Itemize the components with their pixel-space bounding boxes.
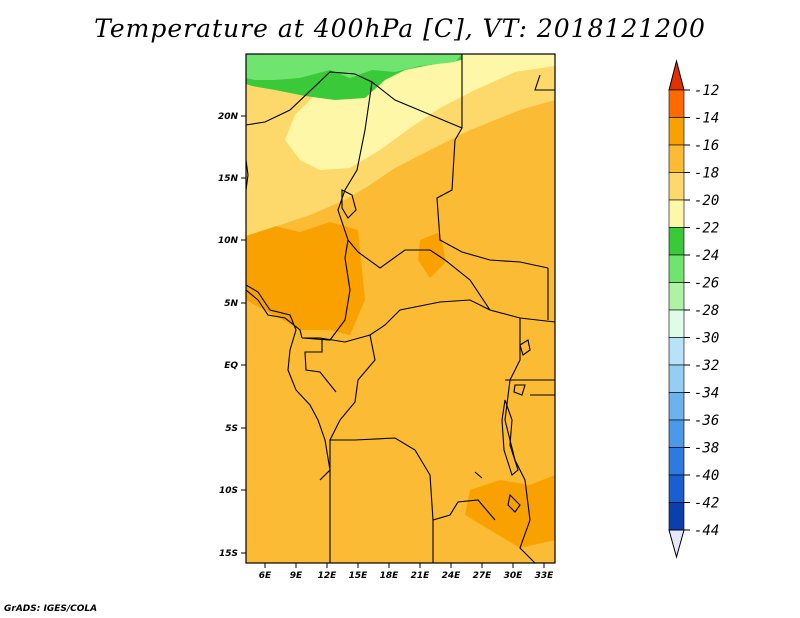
field-warm-patch-southeast [465, 475, 555, 548]
lat-label-10n: 10N [218, 236, 239, 246]
colorbar-labels: -12 -14 -16 -18 -20 -22 -24 -26 -28 -30 … [694, 83, 719, 539]
temperature-field [246, 54, 555, 563]
field-warm-patch-east [418, 232, 446, 278]
lon-label-33e: 33E [535, 571, 555, 581]
colorbar-segment [668, 199, 685, 228]
lon-label-24e: 24E [442, 571, 462, 581]
colorbar-segment [668, 419, 685, 448]
colorbar-segment [668, 254, 685, 283]
field-green-light-east [462, 54, 555, 80]
colorbar-label: -42 [694, 496, 719, 512]
colorbar-segment [668, 144, 685, 173]
colorbar-segment [668, 282, 685, 311]
colorbar-top-arrow [668, 59, 685, 91]
colorbar-label: -40 [694, 468, 719, 484]
lon-label-15e: 15E [349, 571, 369, 581]
lat-label-5s: 5S [225, 424, 238, 434]
lat-label-eq: EQ [224, 361, 238, 371]
colorbar-segment [668, 337, 685, 366]
page-title: Temperature at 400hPa [C], VT: 201812120… [94, 14, 706, 43]
colorbar-label: -38 [694, 441, 719, 457]
field-warm-band-center [300, 240, 362, 320]
lat-label-5n: 5N [224, 299, 238, 309]
colorbar-label: -20 [694, 193, 719, 209]
lat-label-15n: 15N [218, 174, 239, 184]
colorbar-label: -26 [694, 276, 719, 292]
lon-label-12e: 12E [318, 571, 338, 581]
colorbar-bottom-arrow [668, 529, 685, 559]
coastline [246, 159, 331, 481]
lon-labels: 6E 9E 12E 15E 18E 21E 24E 27E 30E 33E [259, 571, 554, 581]
lon-label-9e: 9E [290, 571, 303, 581]
lat-label-20n: 20N [218, 112, 239, 122]
colorbar-label: -16 [694, 138, 719, 154]
lon-label-18e: 18E [380, 571, 400, 581]
colorbar-label: -30 [694, 331, 719, 347]
colorbar-label: -36 [694, 413, 719, 429]
colorbar-label: -22 [694, 221, 719, 237]
colorbar-segments [668, 89, 685, 531]
colorbar-label: -44 [694, 523, 719, 539]
colorbar-label: -12 [694, 83, 719, 99]
lakes [341, 189, 531, 513]
colorbar-segment [668, 392, 685, 421]
colorbar-segment [668, 364, 685, 393]
lat-label-10s: 10S [219, 486, 238, 496]
lon-label-27e: 27E [473, 571, 493, 581]
colorbar-label: -18 [694, 166, 719, 182]
lat-label-15s: 15S [219, 549, 238, 559]
colorbar: -12 -14 -16 -18 -20 -22 -24 -26 -28 -30 … [668, 59, 719, 559]
colorbar-label: -24 [694, 248, 719, 264]
lon-label-30e: 30E [504, 571, 524, 581]
colorbar-segment [668, 447, 685, 476]
colorbar-segment [668, 502, 685, 531]
colorbar-segment [668, 89, 685, 118]
colorbar-label: -28 [694, 303, 719, 319]
colorbar-label: -32 [694, 358, 719, 374]
credit-text: GrADS: IGES/COLA [4, 604, 98, 614]
colorbar-ticks [684, 89, 690, 531]
plot-frame [245, 53, 556, 564]
colorbar-label: -14 [694, 111, 719, 127]
colorbar-segment [668, 474, 685, 503]
colorbar-label: -34 [694, 386, 719, 402]
colorbar-segment [668, 227, 685, 256]
colorbar-segment [668, 172, 685, 201]
lon-label-21e: 21E [411, 571, 431, 581]
lon-label-6e: 6E [259, 571, 272, 581]
field-green-light [246, 54, 462, 80]
lat-labels: 20N 15N 10N 5N EQ 5S 10S 15S [218, 112, 239, 559]
axis-ticks [241, 115, 545, 568]
colorbar-segment [668, 117, 685, 146]
colorbar-segment [668, 309, 685, 338]
